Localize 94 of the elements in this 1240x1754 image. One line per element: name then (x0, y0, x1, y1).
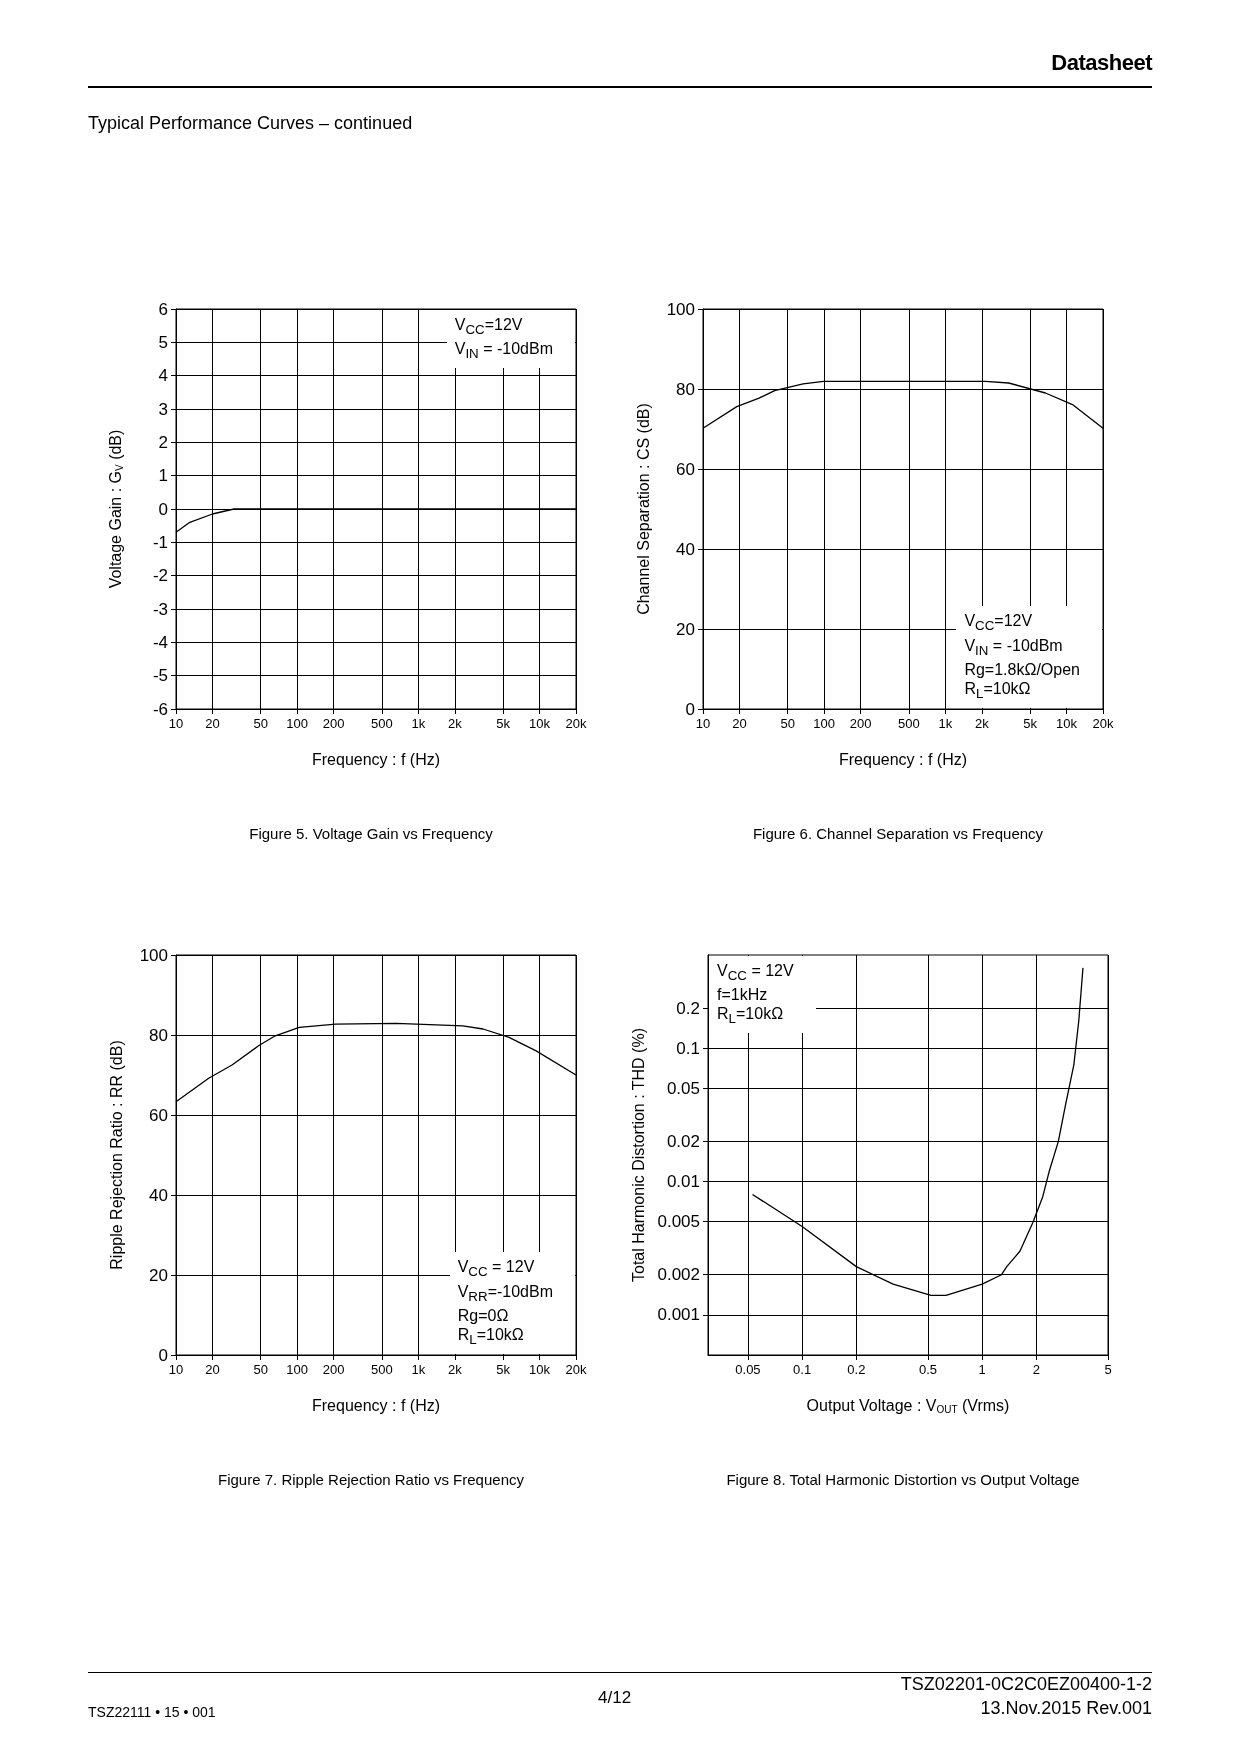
x-tick-label: 2k (447, 716, 463, 731)
x-tick-label: 50 (253, 1362, 268, 1377)
y-tick-label: 100 (666, 299, 695, 319)
x-tick-label: 2k (974, 716, 990, 731)
x-tick-label: 20k (565, 716, 587, 731)
x-tick-label: 10k (1056, 716, 1078, 731)
x-tick-label: 100 (286, 1362, 309, 1377)
x-tick-label: 0.5 (918, 1362, 938, 1377)
x-tick-label: 1k (938, 716, 953, 731)
x-tick-label: 20 (205, 716, 220, 731)
y-tick-label: 0 (685, 699, 695, 719)
text: Figure 8. Total Harmonic Distortion vs Output Voltage (726, 1471, 1080, 1488)
y-tick-label: 100 (139, 945, 168, 965)
text: TSZ02201-0C2C0EZ00400-1-2 (900, 1674, 1152, 1695)
x-tick-label: 0.05 (735, 1362, 761, 1377)
y-tick-label: 60 (676, 459, 695, 479)
text: Datasheet (1051, 50, 1152, 76)
x-tick-label: 5k (1023, 716, 1038, 731)
x-axis-title: Frequency : f (Hz) (311, 1396, 441, 1414)
y-tick-label: 1 (158, 466, 168, 486)
x-tick-label: 10 (168, 716, 184, 731)
x-tick-label: 500 (371, 1362, 393, 1377)
x-tick-label: 200 (322, 716, 345, 731)
x-tick-label: 0.1 (793, 1362, 812, 1377)
y-tick-label: 0.05 (666, 1078, 700, 1098)
x-tick-label: 50 (780, 716, 795, 731)
y-tick-label: 60 (149, 1105, 168, 1125)
x-tick-label: 200 (849, 716, 872, 731)
x-tick-label: 10k (529, 1362, 551, 1377)
x-axis-title: Frequency : f (Hz) (838, 750, 968, 768)
x-tick-label: 1k (411, 716, 426, 731)
y-tick-label: 0.2 (676, 998, 700, 1018)
y-tick-label: 20 (149, 1265, 168, 1285)
y-axis-title: Ripple Rejection Ratio : RR (dB) (107, 1040, 125, 1270)
x-tick-label: 2 (1032, 1362, 1040, 1377)
x-tick-label: 20 (205, 1362, 220, 1377)
text: V$_{CC}$=12V V$_{IN}$ = -10dBm (454, 316, 553, 362)
text: 4/12 (598, 1688, 632, 1708)
y-tick-label: 2 (158, 432, 168, 452)
y-tick-label: 40 (149, 1185, 168, 1205)
x-tick-label: 50 (253, 716, 268, 731)
x-tick-label: 200 (322, 1362, 345, 1377)
text: V$_{CC}$=12V V$_{IN}$ = -10dBm Rg=1.8kΩ/Open R$_{L}$=10kΩ (964, 612, 1080, 701)
y-axis-title: Voltage Gain : GV (dB) (107, 429, 125, 589)
y-axis-title: Channel Separation : CS (dB) (634, 403, 652, 615)
text: Figure 6. Channel Separation vs Frequency (752, 825, 1044, 842)
text: 13.Nov.2015 Rev.001 (980, 1698, 1152, 1719)
y-tick-label: -3 (152, 599, 168, 619)
x-tick-label: 20k (1092, 716, 1114, 731)
y-tick-label: 0.02 (666, 1131, 700, 1151)
y-tick-label: 0 (158, 499, 168, 519)
y-tick-label: 3 (158, 399, 168, 419)
y-tick-label: 40 (676, 539, 695, 559)
x-tick-label: 0.2 (847, 1362, 866, 1377)
text: Figure 5. Voltage Gain vs Frequency (249, 825, 494, 842)
y-tick-label: 0.01 (666, 1172, 700, 1192)
x-tick-label: 2k (447, 1362, 463, 1377)
x-tick-label: 20 (732, 716, 747, 731)
text: V$_{CC}$ = 12V V$_{RR}$=-10dBm Rg=0Ω R$_{L}$=10kΩ (457, 1258, 553, 1347)
y-tick-label: -6 (152, 699, 168, 719)
y-tick-label: -1 (152, 532, 168, 552)
y-tick-label: 6 (158, 299, 168, 319)
x-tick-label: 100 (286, 716, 309, 731)
x-tick-label: 500 (898, 716, 920, 731)
y-tick-label: -2 (152, 566, 168, 586)
y-tick-label: 80 (149, 1025, 168, 1045)
x-tick-label: 20k (565, 1362, 587, 1377)
text: Typical Performance Curves – continued (88, 113, 413, 134)
x-tick-label: 5k (496, 1362, 511, 1377)
x-tick-label: 10 (695, 716, 711, 731)
y-tick-label: 80 (676, 379, 695, 399)
y-tick-label: 0.005 (657, 1212, 700, 1232)
x-tick-label: 100 (813, 716, 836, 731)
text: TSZ22111 • 15 • 001 (88, 1704, 216, 1720)
text: Figure 7. Ripple Rejection Ratio vs Frequency (218, 1471, 525, 1488)
y-tick-label: 0 (158, 1345, 168, 1365)
x-axis-title: Frequency : f (Hz) (311, 750, 441, 768)
y-tick-label: 20 (676, 619, 695, 639)
y-tick-label: 0.002 (657, 1265, 700, 1285)
x-tick-label: 5 (1104, 1362, 1112, 1377)
x-tick-label: 1k (411, 1362, 426, 1377)
y-tick-label: 0.1 (676, 1038, 700, 1058)
annotation: V$_{CC}$ = 12V f=1kHz R$_{L}$=10kΩ (709, 956, 816, 1034)
y-tick-label: -4 (152, 632, 168, 652)
y-axis-title: Total Harmonic Distortion : THD (%) (630, 1028, 648, 1282)
x-tick-label: 10 (168, 1362, 184, 1377)
x-tick-label: 10k (529, 716, 551, 731)
x-tick-label: 1 (978, 1362, 986, 1377)
y-tick-label: 0.001 (657, 1305, 700, 1325)
y-tick-label: 5 (158, 332, 168, 352)
x-tick-label: 500 (371, 716, 393, 731)
y-tick-label: -5 (152, 666, 168, 686)
y-tick-label: 4 (158, 366, 168, 386)
x-tick-label: 5k (496, 716, 511, 731)
